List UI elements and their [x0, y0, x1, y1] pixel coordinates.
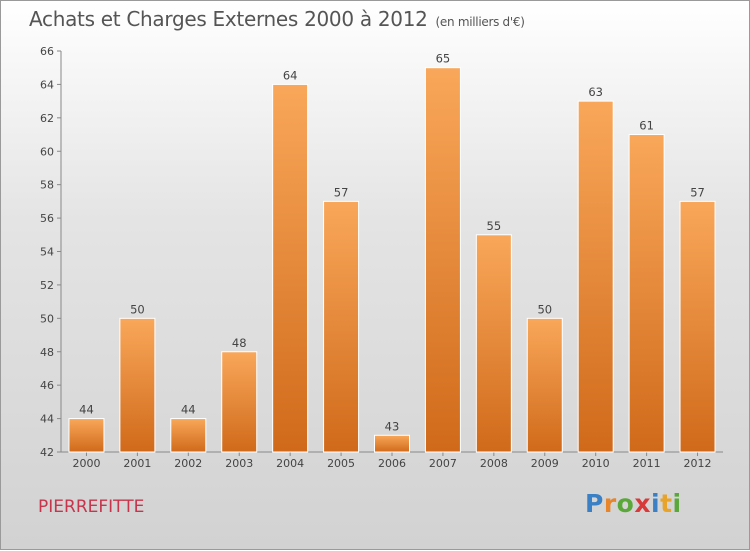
data-label: 50 — [537, 302, 552, 316]
data-label: 65 — [436, 52, 451, 66]
bar — [628, 134, 665, 453]
y-tick-label: 56 — [40, 212, 54, 225]
data-label: 61 — [639, 119, 654, 133]
title-text: Achats et Charges Externes 2000 à 2012 — [29, 7, 428, 31]
bar — [475, 234, 512, 453]
y-tick-label: 48 — [40, 346, 54, 359]
bar — [221, 351, 258, 453]
proxiti-logo[interactable]: Proxiti — [585, 489, 682, 518]
y-tick-label: 58 — [40, 179, 54, 192]
bar — [526, 317, 563, 453]
x-tick-label: 2010 — [582, 457, 610, 470]
x-tick-label: 2011 — [633, 457, 661, 470]
x-tick-label: 2012 — [684, 457, 712, 470]
x-tick-label: 2009 — [531, 457, 559, 470]
y-tick-label: 42 — [40, 446, 54, 459]
bar — [679, 200, 716, 453]
data-label: 48 — [232, 336, 247, 350]
bar — [424, 67, 461, 453]
x-tick-label: 2004 — [276, 457, 304, 470]
x-tick-label: 2007 — [429, 457, 457, 470]
y-tick-label: 44 — [40, 413, 54, 426]
x-tick-label: 2001 — [123, 457, 151, 470]
data-label: 50 — [130, 302, 145, 316]
y-tick-label: 66 — [40, 45, 54, 58]
logo-letter: i — [672, 489, 682, 518]
y-tick-label: 52 — [40, 279, 54, 292]
logo-letter: i — [651, 489, 661, 518]
bar — [170, 418, 207, 453]
logo-letter: P — [585, 489, 604, 518]
y-tick-label: 50 — [40, 312, 54, 325]
town-name: PIERREFITTE — [38, 497, 145, 517]
y-tick-label: 46 — [40, 379, 54, 392]
logo-letter: o — [616, 489, 635, 518]
y-tick-label: 54 — [40, 246, 54, 259]
bar — [323, 200, 360, 453]
bar — [68, 418, 105, 453]
bar — [272, 83, 309, 453]
y-tick-label: 64 — [40, 78, 54, 91]
unit-label: (en milliers d'€) — [435, 15, 525, 29]
x-tick-label: 2008 — [480, 457, 508, 470]
bar — [374, 434, 410, 453]
logo-letter: t — [660, 489, 673, 518]
data-label: 44 — [181, 403, 196, 417]
bar — [577, 100, 614, 453]
data-label: 63 — [588, 85, 603, 99]
data-label: 55 — [487, 219, 502, 233]
logo-letter: r — [603, 489, 617, 518]
x-tick-label: 2002 — [174, 457, 202, 470]
y-tick-label: 62 — [40, 112, 54, 125]
x-tick-label: 2000 — [72, 457, 100, 470]
data-label: 57 — [334, 185, 349, 199]
chart-title: Achats et Charges Externes 2000 à 2012 (e… — [29, 7, 525, 31]
data-label: 64 — [283, 68, 298, 82]
y-tick-label: 60 — [40, 145, 54, 158]
data-label: 44 — [79, 403, 94, 417]
data-label: 43 — [385, 419, 400, 433]
bars: 44 50 44 48 64 57 43 65 55 50 63 61 57 — [68, 52, 716, 453]
logo-letter: x — [634, 489, 651, 518]
axes: 42 44 46 48 50 52 54 56 58 60 62 64 66 2000 2001 2002 20… — [40, 45, 723, 470]
x-tick-label: 2005 — [327, 457, 355, 470]
x-tick-label: 2006 — [378, 457, 406, 470]
bar — [119, 317, 156, 453]
x-tick-label: 2003 — [225, 457, 253, 470]
data-label: 57 — [690, 185, 705, 199]
